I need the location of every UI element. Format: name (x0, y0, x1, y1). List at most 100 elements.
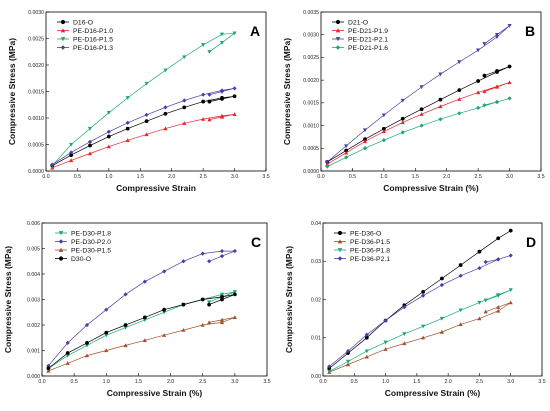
data-point (364, 335, 369, 340)
data-point (381, 138, 386, 143)
data-point (207, 117, 212, 122)
data-point (125, 96, 130, 100)
y-tick-label: 0.005 (27, 246, 40, 252)
legend-label: PE-D36-P1.8 (350, 247, 390, 254)
series-pe-d30-p1-5 (46, 315, 237, 373)
plot-frame (320, 11, 542, 172)
data-point (381, 129, 386, 134)
legend-marker (60, 45, 66, 50)
data-point (496, 308, 501, 313)
data-point (400, 130, 405, 135)
y-tick-label: 0.0010 (28, 116, 44, 122)
x-tick-label: 3.0 (231, 379, 238, 385)
data-point (477, 249, 482, 254)
data-point (458, 263, 463, 267)
x-tick-label: 3.5 (537, 174, 544, 180)
data-point (106, 111, 111, 115)
data-point (507, 96, 512, 101)
legend-label: PE-D30-P2.0 (71, 239, 111, 246)
data-point (496, 257, 501, 262)
y-tick-label: 0.0015 (28, 89, 44, 95)
data-point (219, 41, 225, 45)
y-tick-label: 0.0030 (28, 10, 44, 16)
x-tick-label: 1.0 (103, 379, 110, 385)
data-point (182, 55, 187, 60)
legend-marker (60, 19, 66, 25)
data-point (457, 97, 462, 101)
x-tick-label: 1.0 (380, 174, 387, 180)
legend-label: PE-D16-P1.3 (73, 45, 113, 52)
data-point (362, 128, 368, 133)
data-point (344, 148, 349, 153)
data-point (219, 317, 225, 322)
data-point (201, 43, 206, 47)
data-point (400, 98, 405, 103)
x-tick-label: 2.0 (168, 174, 175, 180)
data-point (144, 112, 149, 117)
data-point (219, 89, 225, 94)
panel-letter: D (526, 234, 536, 250)
data-point (142, 338, 147, 342)
data-point (439, 276, 444, 281)
data-point (232, 86, 237, 91)
x-tick-label: 3.5 (262, 174, 269, 180)
data-point (325, 160, 330, 165)
data-point (439, 329, 444, 334)
panel-letter: B (525, 23, 535, 39)
data-point (494, 84, 500, 89)
plot-frame (45, 11, 267, 172)
legend-marker (60, 37, 66, 42)
data-point (123, 343, 128, 348)
data-point (507, 23, 512, 28)
data-point (381, 126, 386, 131)
data-point (125, 120, 130, 125)
data-point (438, 117, 443, 122)
chart-panel-c: 0.0 0.5 1.0 1.5 2.0 2.5 3.0 3.5 0.000 0.001 0.002 0… (3, 221, 271, 398)
series-pe-d21-p2-1 (325, 23, 512, 165)
data-point (345, 349, 351, 354)
y-axis-title: Compressive Stress (MPa) (284, 246, 294, 353)
legend-label: PE-D36-O (350, 230, 381, 237)
data-point (402, 305, 407, 310)
x-tick-label: 0.0 (38, 379, 45, 385)
data-point (123, 323, 128, 327)
data-point (144, 81, 149, 86)
y-tick-label: 0.0020 (303, 78, 319, 84)
x-axis-title: Compressive Strain (116, 183, 196, 193)
data-point (457, 60, 462, 65)
series-pe-d36-o (327, 228, 513, 371)
data-point (87, 139, 93, 144)
legend-label: PE-D36-P2.1 (350, 256, 390, 263)
plot-frame (322, 222, 543, 377)
data-point (383, 340, 388, 345)
y-tick-label: 0.0025 (303, 55, 319, 61)
data-point (84, 343, 90, 348)
series-d30-o (46, 292, 237, 371)
data-point (65, 351, 70, 355)
data-point (458, 273, 463, 278)
x-tick-label: 0.5 (349, 174, 356, 180)
x-tick-label: 0.0 (42, 174, 49, 180)
x-tick-label: 1.0 (105, 174, 112, 180)
data-point (476, 48, 481, 53)
data-point (419, 107, 424, 112)
data-point (344, 155, 349, 160)
series-pe-d21-p1-6 (325, 96, 512, 169)
legend-marker (60, 28, 66, 33)
legend-marker (58, 256, 64, 261)
data-point (362, 139, 368, 144)
legend-label: D30-O (71, 256, 91, 263)
data-point (345, 359, 351, 364)
x-tick-label: 3.0 (231, 174, 238, 180)
data-point (84, 353, 90, 358)
chart-panel-d: 0.0 0.5 1.0 1.5 2.0 2.5 3.0 3.5 0.00 0.01 0.02 0.03… (284, 221, 546, 398)
data-point (381, 113, 386, 118)
series-d21-o (325, 64, 512, 164)
chart-panel-b: 0.0 0.5 1.0 1.5 2.0 2.5 3.0 3.5 0.0000 0.0005 0.00… (282, 10, 545, 193)
data-point (104, 348, 109, 353)
data-point (182, 105, 187, 110)
data-point (362, 146, 368, 151)
data-point (496, 305, 501, 309)
x-tick-label: 1.5 (413, 379, 420, 385)
